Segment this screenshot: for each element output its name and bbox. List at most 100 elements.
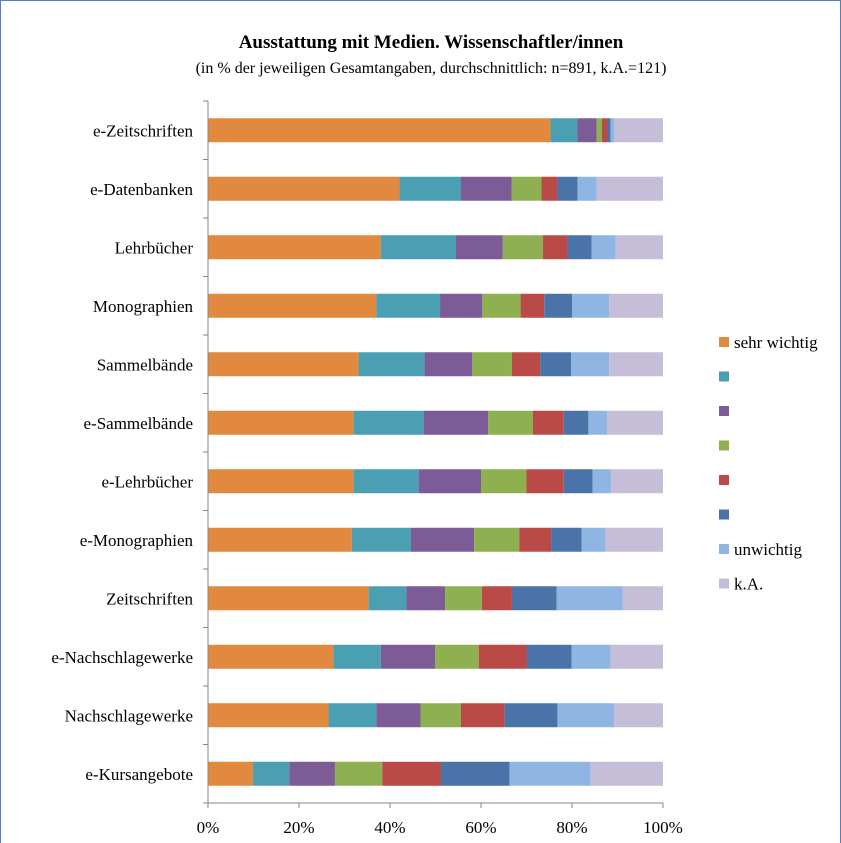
bar-segment	[482, 293, 521, 318]
bar-segment	[406, 586, 446, 611]
bar-segment	[380, 235, 456, 260]
bar-segment	[541, 176, 558, 201]
bar-segment	[511, 352, 541, 377]
bar-segment	[520, 293, 545, 318]
bar-segment	[557, 176, 578, 201]
bar-segment	[591, 235, 616, 260]
category-label: e-Monographien	[80, 531, 194, 550]
category-label: e-Nachschlagewerke	[51, 648, 193, 667]
bar-segment	[590, 761, 663, 786]
legend-swatch	[719, 544, 729, 554]
bar-segment	[607, 410, 663, 435]
bar-segment	[435, 644, 479, 669]
bar-segment	[481, 469, 527, 494]
bar-segment	[351, 527, 411, 552]
bar-segment	[610, 644, 663, 669]
bar-segment	[208, 703, 329, 728]
legend-swatch	[719, 406, 729, 416]
bar-segment	[440, 761, 510, 786]
bar-segment	[289, 761, 335, 786]
bar-segment	[460, 176, 512, 201]
bar-segment	[611, 469, 663, 494]
bar-segment	[609, 352, 663, 377]
bar-segment	[519, 527, 552, 552]
bar-segment	[478, 644, 527, 669]
bar-segment	[368, 586, 407, 611]
bar-segment	[382, 761, 441, 786]
bar-segment	[208, 586, 369, 611]
bar-segment	[504, 703, 558, 728]
category-label: Lehrbücher	[115, 238, 194, 257]
bar-segment	[334, 761, 383, 786]
bar-segment	[376, 703, 421, 728]
bar-segment	[592, 469, 612, 494]
bar-segment	[567, 235, 592, 260]
bar-segment	[460, 703, 505, 728]
legend: sehr wichtig unwichtig k.A.	[719, 333, 818, 594]
bar-segment	[333, 644, 381, 669]
bar-segment	[557, 703, 615, 728]
x-tick-label: 80%	[556, 818, 587, 837]
x-tick-label: 20%	[283, 818, 314, 837]
bar-segment	[511, 586, 557, 611]
legend-swatch	[719, 578, 729, 589]
legend-swatch	[719, 475, 729, 485]
bar-segment	[571, 644, 611, 669]
bar-segment	[488, 410, 533, 435]
bar-segment	[609, 293, 663, 318]
bar-segment	[420, 703, 461, 728]
bar-segment	[607, 118, 611, 143]
category-label: e-Sammelbände	[83, 414, 193, 433]
bar-segment	[614, 703, 663, 728]
bar-segment	[353, 469, 419, 494]
bar-segment	[358, 352, 425, 377]
bar-segment	[399, 176, 461, 201]
bar-segment	[208, 410, 354, 435]
bar-segment	[410, 527, 475, 552]
bar-segment	[605, 527, 663, 552]
bar-segment	[550, 118, 578, 143]
bar-segment	[526, 469, 564, 494]
bar-segment	[445, 586, 482, 611]
category-label: Sammelbände	[97, 355, 193, 374]
bar-segment	[563, 410, 589, 435]
bar-segment	[474, 527, 520, 552]
bar-segment	[542, 235, 568, 260]
bar-segment	[208, 118, 551, 143]
category-label: e-Kursangebote	[85, 765, 193, 784]
bar-segment	[588, 410, 608, 435]
bar-segment	[602, 118, 608, 143]
x-tick-label: 60%	[465, 818, 496, 837]
bar-segment	[572, 293, 610, 318]
bar-segment	[440, 293, 483, 318]
bar-segment	[208, 644, 334, 669]
chart-title: Ausstattung mit Medien. Wissenschaftler/…	[239, 32, 624, 53]
bar-segment	[424, 352, 473, 377]
bar-segment	[563, 469, 593, 494]
bar-segment	[208, 527, 352, 552]
bar-segment	[208, 761, 254, 786]
plot-area: e-Zeitschriften e-Datenbanken Lehrbücher Mo…	[51, 100, 683, 837]
bar-segment	[208, 176, 400, 201]
bar-segment	[481, 586, 512, 611]
x-tick-label: 100%	[643, 818, 683, 837]
bar-segment	[610, 118, 615, 143]
bar-segment	[532, 410, 564, 435]
x-tick-label: 0%	[197, 818, 220, 837]
bar-segment	[571, 352, 610, 377]
legend-label: sehr wichtig	[734, 333, 818, 352]
bar-segment	[551, 527, 582, 552]
category-label: Zeitschriften	[106, 589, 193, 608]
bar-segment	[353, 410, 424, 435]
bar-segment	[614, 118, 663, 143]
bar-segment	[509, 761, 591, 786]
bar-segment	[380, 644, 436, 669]
chart-subtitle: (in % der jeweiligen Gesamtangaben, durc…	[196, 60, 667, 77]
bar-segment	[208, 235, 381, 260]
bar-segment	[596, 176, 663, 201]
bar-segment	[208, 352, 359, 377]
category-label: e-Zeitschriften	[93, 121, 194, 140]
bar-segment	[540, 352, 572, 377]
category-label: Monographien	[93, 297, 194, 316]
